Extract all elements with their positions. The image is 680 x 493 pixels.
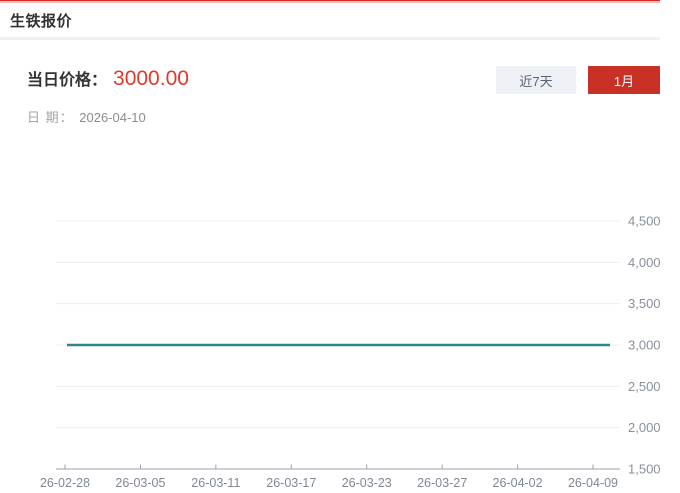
svg-text:2,000: 2,000 (628, 420, 661, 435)
svg-text:26-04-09: 26-04-09 (568, 476, 618, 490)
range-7d-button[interactable]: 近7天 (496, 66, 576, 94)
price-label: 当日价格： (27, 72, 108, 89)
date-line: 日 期： 2026-04-10 (27, 107, 189, 126)
page-title: 生铁报价 (10, 12, 73, 30)
info-row: 当日价格： 3000.00 日 期： 2026-04-10 近7天 1月 (0, 40, 660, 126)
price-value: 3000.00 (113, 67, 189, 90)
content: 生铁报价 当日价格： 3000.00 日 期： 2026-04-10 近7天 1… (0, 0, 660, 126)
svg-text:26-03-27: 26-03-27 (417, 476, 467, 490)
svg-text:2,500: 2,500 (628, 379, 661, 394)
svg-text:4,000: 4,000 (628, 255, 661, 270)
svg-text:26-02-28: 26-02-28 (40, 476, 90, 490)
range-1m-button[interactable]: 1月 (588, 66, 660, 94)
svg-text:26-03-17: 26-03-17 (266, 476, 316, 490)
svg-text:3,000: 3,000 (628, 338, 661, 353)
svg-text:26-04-02: 26-04-02 (493, 476, 543, 490)
svg-text:3,500: 3,500 (628, 296, 661, 311)
date-label: 日 期： (27, 110, 74, 125)
svg-text:26-03-11: 26-03-11 (191, 476, 240, 490)
date-value: 2026-04-10 (79, 110, 146, 125)
top-accent-bar (0, 0, 660, 3)
svg-text:26-03-05: 26-03-05 (115, 476, 165, 490)
range-buttons: 近7天 1月 (496, 66, 660, 94)
page-header: 生铁报价 (0, 3, 660, 40)
svg-text:4,500: 4,500 (628, 214, 661, 229)
price-block: 当日价格： 3000.00 日 期： 2026-04-10 (27, 66, 189, 126)
svg-text:26-03-23: 26-03-23 (342, 476, 392, 490)
svg-text:1,500: 1,500 (628, 462, 661, 477)
price-line: 当日价格： 3000.00 (27, 66, 189, 91)
